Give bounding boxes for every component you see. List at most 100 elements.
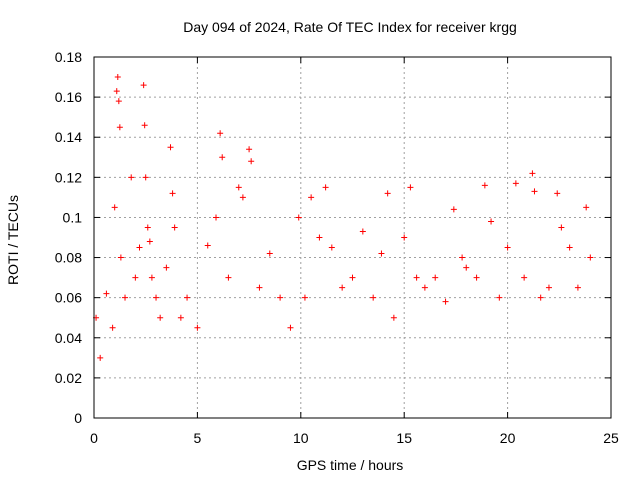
data-point: [266, 250, 273, 257]
data-point: [432, 274, 439, 281]
y-tick-label: 0.12: [55, 169, 82, 185]
x-tick-label: 5: [194, 430, 202, 446]
data-point: [421, 284, 428, 291]
x-axis-label: GPS time / hours: [297, 457, 404, 473]
grid-lines: [94, 57, 611, 418]
data-point: [225, 274, 232, 281]
x-tick-label: 25: [603, 430, 619, 446]
data-point: [219, 154, 226, 161]
y-tick-label: 0.04: [55, 330, 82, 346]
data-point: [545, 284, 552, 291]
data-point: [122, 294, 129, 301]
data-point: [481, 182, 488, 189]
data-point: [163, 264, 170, 271]
data-point: [566, 244, 573, 251]
data-point: [213, 214, 220, 221]
data-point: [359, 228, 366, 235]
data-point: [140, 82, 147, 89]
data-point: [512, 180, 519, 187]
x-tick-label: 0: [90, 430, 98, 446]
data-point: [114, 74, 121, 81]
data-point: [295, 214, 302, 221]
data-point: [144, 224, 151, 231]
plot-frame: [93, 56, 612, 419]
axis-ticks: [93, 56, 612, 419]
data-point: [153, 294, 160, 301]
data-point: [459, 254, 466, 261]
y-tick-label: 0.08: [55, 250, 82, 266]
y-tick-label: 0: [74, 410, 82, 426]
y-tick-label: 0.14: [55, 129, 82, 145]
data-point: [167, 144, 174, 151]
data-point: [537, 294, 544, 301]
data-point: [521, 274, 528, 281]
data-point: [587, 254, 594, 261]
y-tick-labels: 0 0.02 0.04 0.06 0.08 0.1 0.12 0.14 0.16 0.18: [55, 49, 82, 426]
data-point: [301, 294, 308, 301]
data-point: [316, 234, 323, 241]
data-point: [473, 274, 480, 281]
data-point: [117, 254, 124, 261]
data-point: [529, 170, 536, 177]
data-point: [113, 88, 120, 95]
data-point: [322, 184, 329, 191]
data-point: [574, 284, 581, 291]
data-point: [217, 130, 224, 137]
y-tick-label: 0.18: [55, 49, 82, 65]
data-point: [246, 146, 253, 153]
data-point: [488, 218, 495, 225]
data-point: [554, 190, 561, 197]
data-point: [328, 244, 335, 251]
x-tick-label: 20: [500, 430, 516, 446]
data-point: [450, 206, 457, 213]
data-point: [287, 324, 294, 331]
data-point: [256, 284, 263, 291]
data-point: [184, 294, 191, 301]
x-tick-label: 10: [293, 430, 309, 446]
data-point: [370, 294, 377, 301]
data-point: [384, 190, 391, 197]
data-point: [504, 244, 511, 251]
y-tick-label: 0.06: [55, 290, 82, 306]
data-point: [349, 274, 356, 281]
data-point: [194, 324, 201, 331]
data-point: [142, 174, 149, 181]
x-tick-labels: 0 5 10 15 20 25: [90, 430, 619, 446]
data-point: [235, 184, 242, 191]
data-point: [308, 194, 315, 201]
data-point: [116, 124, 123, 131]
data-point: [583, 204, 590, 211]
data-point: [103, 290, 110, 297]
data-point: [204, 242, 211, 249]
data-point: [378, 250, 385, 257]
y-tick-label: 0.1: [63, 209, 83, 225]
data-point: [148, 274, 155, 281]
data-point: [407, 184, 414, 191]
data-points: [93, 74, 594, 361]
data-point: [136, 244, 143, 251]
data-point: [463, 264, 470, 271]
data-point: [169, 190, 176, 197]
data-point: [277, 294, 284, 301]
data-point: [109, 324, 116, 331]
chart-title: Day 094 of 2024, Rate Of TEC Index for r…: [183, 19, 517, 35]
x-tick-label: 15: [396, 430, 412, 446]
y-axis-label: ROTI / TECUs: [5, 195, 21, 285]
data-point: [401, 234, 408, 241]
data-point: [496, 294, 503, 301]
data-point: [239, 194, 246, 201]
data-point: [558, 224, 565, 231]
y-tick-label: 0.16: [55, 89, 82, 105]
data-point: [171, 224, 178, 231]
data-point: [141, 122, 148, 129]
data-point: [442, 298, 449, 305]
data-point: [128, 174, 135, 181]
data-point: [390, 314, 397, 321]
data-point: [97, 354, 104, 361]
data-point: [531, 188, 538, 195]
data-point: [146, 238, 153, 245]
data-point: [132, 274, 139, 281]
data-point: [115, 98, 122, 105]
data-point: [111, 204, 118, 211]
